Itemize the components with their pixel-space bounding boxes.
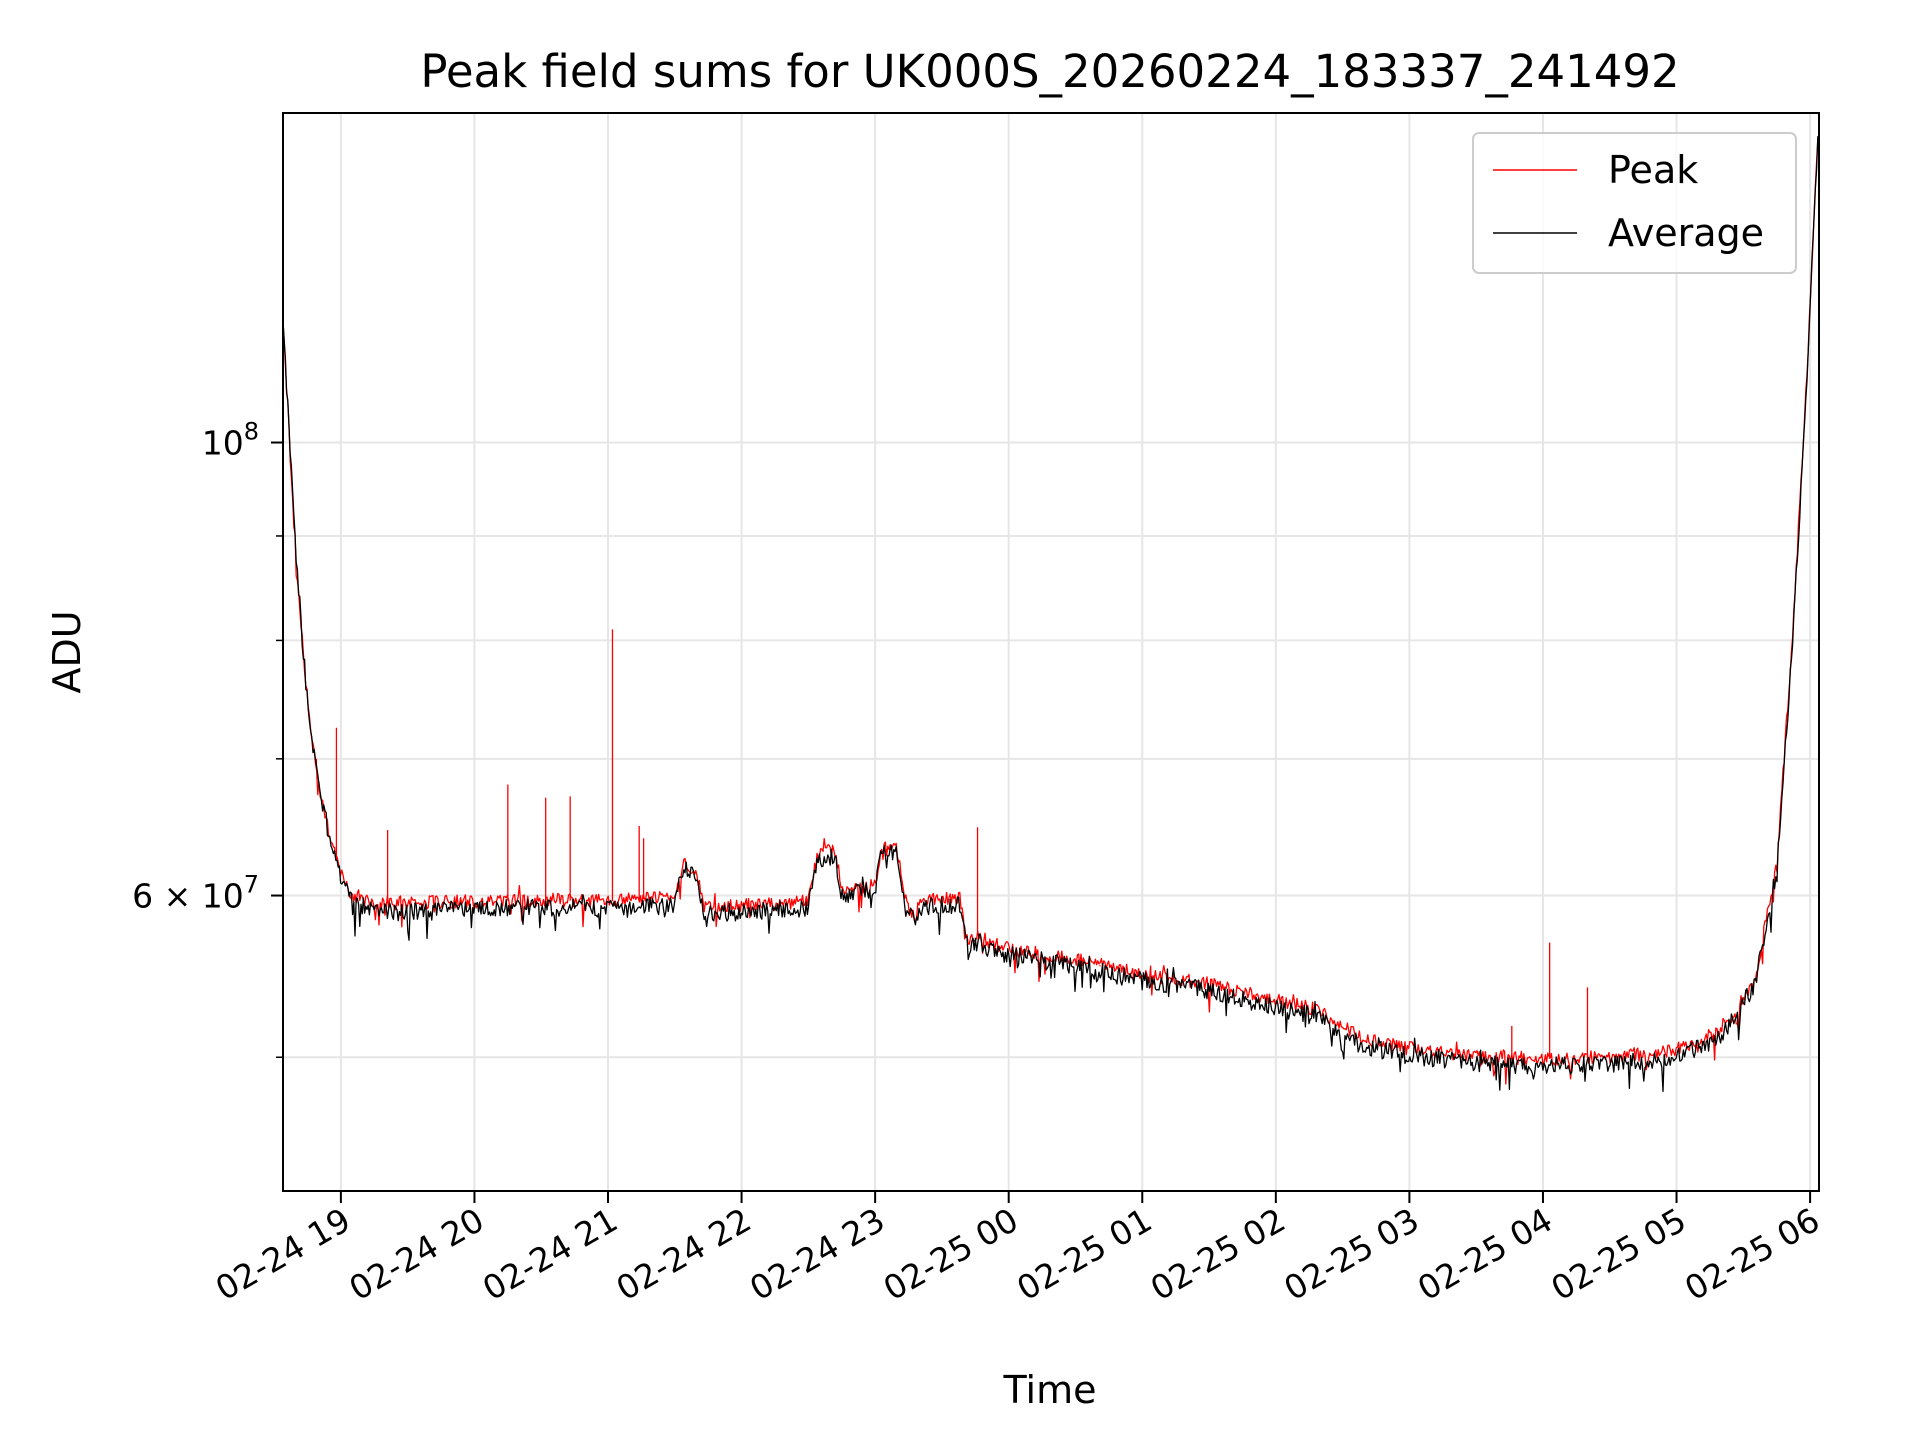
plot-frame <box>282 112 1820 1192</box>
series-layer <box>283 136 1819 1092</box>
grid-layer <box>283 113 1819 1191</box>
y-tick-label-exponent: 8 <box>244 418 259 446</box>
legend-box <box>1472 132 1797 274</box>
y-tick-label-base: 10 <box>202 424 244 463</box>
chart-title: Peak field sums for UK000S_20260224_1833… <box>420 45 1679 98</box>
y-tick-label-base: 6 × 10 <box>132 877 244 916</box>
legend-average-label: Average <box>1608 211 1764 255</box>
y-axis-ticks: 108 6 × 107 <box>132 418 283 1058</box>
y-tick-label-exponent: 7 <box>244 871 259 899</box>
legend: Peak Average <box>1472 132 1797 274</box>
x-axis-label: Time <box>1003 1368 1097 1412</box>
y-tick-label: 6 × 107 <box>132 871 259 916</box>
y-tick-label: 108 <box>202 418 259 463</box>
y-axis-label: ADU <box>45 610 89 693</box>
series-line-average <box>283 136 1819 1092</box>
legend-peak-label: Peak <box>1608 148 1698 192</box>
